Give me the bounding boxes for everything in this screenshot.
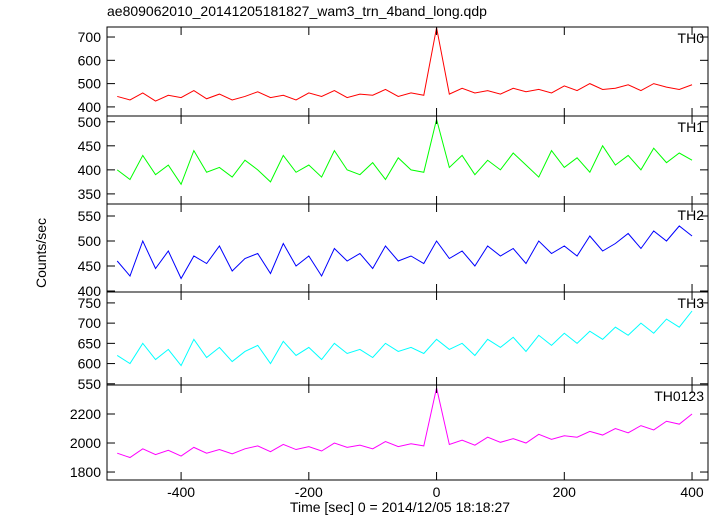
x-tick-label: 0 — [433, 484, 441, 500]
y-tick-label: 500 — [78, 76, 102, 92]
panel-label: TH3 — [678, 295, 705, 311]
data-line — [116, 225, 693, 280]
y-tick-label: 700 — [78, 315, 102, 331]
y-tick-label: 400 — [78, 283, 102, 299]
x-tick-label: -200 — [295, 484, 323, 500]
panel-frame — [106, 115, 709, 205]
data-line — [116, 310, 693, 367]
x-tick-label: 200 — [553, 484, 577, 500]
panel-frame — [106, 291, 709, 386]
y-tick-label: 750 — [78, 295, 102, 311]
y-tick-label: 1800 — [70, 464, 101, 480]
y-tick-label: 2000 — [70, 435, 101, 451]
panel-frame — [106, 384, 709, 481]
y-tick-label: 400 — [78, 162, 102, 178]
panel-label: TH1 — [678, 119, 705, 135]
y-tick-label: 550 — [78, 208, 102, 224]
y-tick-label: 600 — [78, 356, 102, 372]
y-tick-label: 650 — [78, 335, 102, 351]
y-tick-label: 500 — [78, 233, 102, 249]
y-tick-label: 400 — [78, 99, 102, 115]
y-tick-label: 500 — [78, 114, 102, 130]
panel-label: TH2 — [678, 207, 705, 223]
x-axis-label: Time [sec] 0 = 2014/12/05 18:18:27 — [290, 499, 510, 515]
panel-frame — [106, 26, 709, 117]
y-axis-label: Counts/sec — [33, 218, 49, 288]
y-tick-label: 700 — [78, 29, 102, 45]
y-tick-label: 550 — [78, 376, 102, 392]
chart-title: ae809062010_20141205181827_wam3_trn_4ban… — [107, 3, 487, 19]
y-tick-label: 600 — [78, 52, 102, 68]
data-line — [116, 119, 693, 186]
panel-label: TH0 — [678, 30, 705, 46]
y-tick-label: 350 — [78, 186, 102, 202]
x-tick-label: 400 — [680, 484, 704, 500]
panel-label: TH0123 — [654, 388, 704, 404]
y-tick-label: 450 — [78, 258, 102, 274]
panel-frame — [106, 203, 709, 293]
data-line — [117, 387, 693, 459]
data-line — [117, 27, 693, 102]
x-tick-label: -400 — [167, 484, 195, 500]
y-tick-label: 450 — [78, 138, 102, 154]
y-tick-label: 2200 — [70, 406, 101, 422]
